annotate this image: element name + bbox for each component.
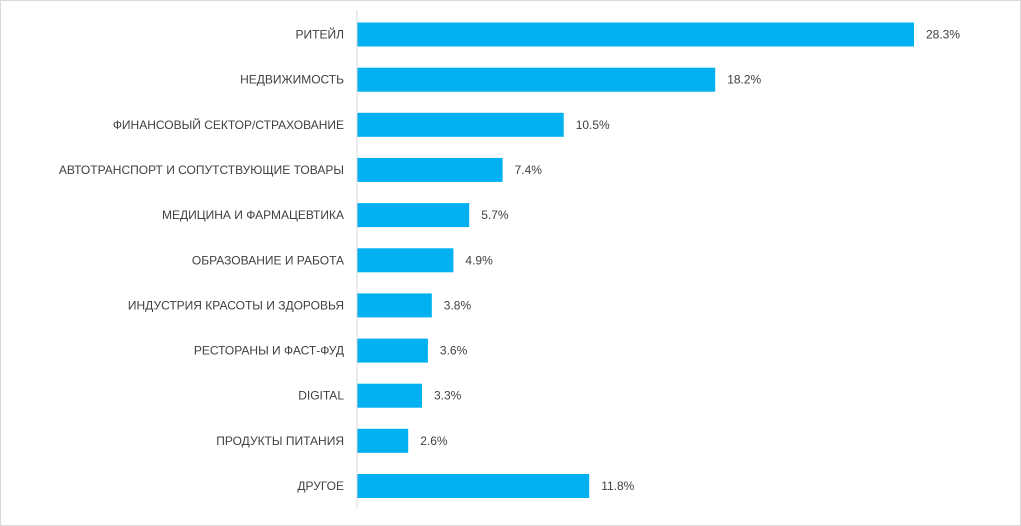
value-label: 4.9%: [465, 253, 493, 267]
bar: [357, 428, 409, 453]
bar: [357, 157, 503, 182]
category-label: ИНДУСТРИЯ КРАСОТЫ И ЗДОРОВЬЯ: [128, 298, 344, 312]
value-label: 28.3%: [926, 28, 960, 42]
value-label: 3.6%: [440, 344, 468, 358]
category-label: РИТЕЙЛ: [296, 27, 344, 42]
category-label: НЕДВИЖИМОСТЬ: [240, 73, 344, 87]
category-labels-layer: РИТЕЙЛ НЕДВИЖИМОСТЬ ФИНАНСОВЫЙ СЕКТОР/СТРА…: [59, 27, 344, 494]
value-label: 3.8%: [444, 298, 472, 312]
value-label: 18.2%: [727, 73, 761, 87]
bar: [357, 67, 716, 92]
bar: [357, 293, 432, 318]
value-labels-layer: 28.3% 18.2% 10.5% 7.4% 5.7% 4.9% 3.8% 3.6% 3.3% 2…: [420, 28, 960, 494]
bar: [357, 112, 564, 137]
category-label: АВТОТРАНСПОРТ И СОПУТСТВУЮЩИЕ ТОВАРЫ: [59, 163, 344, 177]
category-label: ФИНАНСОВЫЙ СЕКТОР/СТРАХОВАНИЕ: [113, 117, 344, 132]
bar: [357, 203, 470, 228]
value-label: 3.3%: [434, 389, 462, 403]
category-label: ДРУГОЕ: [297, 479, 344, 493]
value-label: 10.5%: [576, 118, 610, 132]
bar: [357, 338, 428, 363]
value-label: 7.4%: [515, 163, 543, 177]
category-label: DIGITAL: [298, 389, 344, 403]
value-label: 2.6%: [420, 434, 448, 448]
value-label: 5.7%: [481, 208, 509, 222]
bar: [357, 474, 590, 498]
bars-layer: [357, 22, 914, 498]
value-label: 11.8%: [601, 479, 634, 493]
bar: [357, 22, 914, 47]
category-label: ОБРАЗОВАНИЕ И РАБОТА: [192, 253, 344, 267]
category-label: МЕДИЦИНА И ФАРМАЦЕВТИКА: [162, 208, 344, 222]
bar: [357, 383, 422, 408]
category-label: РЕСТОРАНЫ И ФАСТ-ФУД: [194, 344, 344, 358]
category-label: ПРОДУКТЫ ПИТАНИЯ: [216, 434, 344, 448]
bar: [357, 248, 454, 273]
